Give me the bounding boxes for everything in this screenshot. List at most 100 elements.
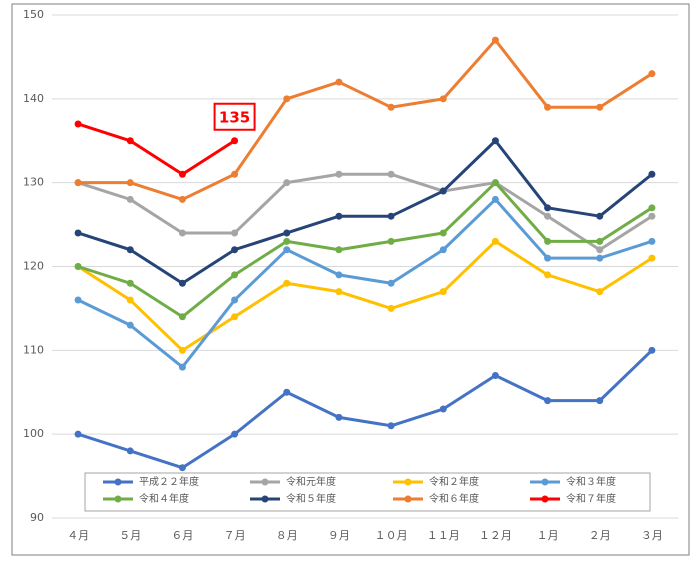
series-line: [77, 181, 653, 319]
point: [231, 430, 239, 438]
x-tick-label: １１月: [427, 529, 460, 542]
point: [74, 430, 82, 438]
point: [126, 321, 134, 329]
legend-marker: [114, 495, 122, 503]
x-tick-label: ３月: [641, 529, 663, 542]
point: [544, 204, 552, 212]
point: [335, 212, 343, 220]
legend-label: 平成２２年度: [139, 475, 199, 488]
point: [283, 237, 291, 245]
point: [491, 371, 499, 379]
point: [335, 246, 343, 254]
point: [283, 179, 291, 187]
series-line: [77, 197, 653, 369]
y-tick-label: 150: [23, 8, 44, 21]
point: [596, 237, 604, 245]
legend-marker: [261, 478, 269, 486]
point: [648, 237, 656, 245]
legend-label: 令和３年度: [566, 475, 616, 488]
point: [596, 397, 604, 405]
point: [74, 179, 82, 187]
point: [544, 237, 552, 245]
point: [648, 204, 656, 212]
point: [439, 95, 447, 103]
series-line: [77, 122, 236, 176]
point: [335, 413, 343, 421]
point: [439, 246, 447, 254]
point: [491, 237, 499, 245]
legend-marker: [541, 478, 549, 486]
point: [178, 363, 186, 371]
point: [126, 279, 134, 287]
point: [74, 263, 82, 270]
point: [544, 254, 552, 262]
point: [74, 120, 82, 128]
point: [231, 246, 239, 254]
point: [126, 246, 134, 254]
x-tick-label: ６月: [171, 529, 193, 542]
point: [231, 271, 239, 279]
point: [178, 229, 186, 237]
point: [178, 346, 186, 354]
y-tick-label: 90: [30, 511, 44, 524]
point: [387, 170, 395, 178]
point: [335, 78, 343, 86]
point: [178, 170, 186, 178]
point: [283, 279, 291, 287]
point: [178, 313, 186, 321]
legend-marker: [114, 478, 122, 486]
point: [439, 405, 447, 413]
legend-label: 令和６年度: [429, 492, 479, 505]
point: [544, 103, 552, 111]
point: [648, 212, 656, 220]
point: [544, 397, 552, 405]
point: [491, 195, 499, 203]
x-tick-label: １０月: [375, 529, 408, 542]
point: [335, 271, 343, 279]
point: [178, 279, 186, 287]
point: [387, 279, 395, 287]
x-tick-label: １２月: [479, 529, 512, 542]
point: [387, 304, 395, 312]
legend-marker: [541, 495, 549, 503]
x-tick-label: ８月: [276, 529, 298, 542]
series-line: [77, 349, 653, 470]
point: [544, 271, 552, 279]
y-tick-label: 100: [23, 427, 44, 440]
grid: 90 100 110 120 130 140 150 ４月 ５月 ６月 ７月 ８月 ９月 １０月 １１月 １２…: [23, 8, 678, 542]
point: [648, 254, 656, 262]
annotation-box: [213, 102, 256, 131]
point: [387, 422, 395, 430]
y-tick-label: 140: [23, 92, 44, 105]
point: [596, 246, 604, 254]
point: [126, 296, 134, 304]
point: [648, 170, 656, 178]
point: [491, 179, 499, 187]
point: [335, 170, 343, 178]
legend-label: 令和２年度: [429, 475, 479, 488]
x-tick-label: ９月: [328, 529, 350, 542]
y-tick-label: 120: [23, 260, 44, 273]
point: [74, 229, 82, 237]
x-tick-label: １月: [537, 529, 559, 542]
point: [596, 103, 604, 111]
point: [231, 313, 239, 321]
x-tick-label: ５月: [119, 529, 141, 542]
point: [491, 36, 499, 44]
point: [596, 254, 604, 262]
x-tick-label: ４月: [67, 529, 89, 542]
lines: 135: [74, 36, 656, 472]
point: [596, 288, 604, 296]
series-line: [77, 172, 653, 252]
point: [335, 288, 343, 296]
point: [491, 137, 499, 145]
legend-marker: [261, 495, 269, 503]
series-line: [77, 139, 653, 285]
legend-label: 令和５年度: [286, 492, 336, 505]
point: [231, 229, 239, 237]
point: [283, 95, 291, 103]
point: [544, 212, 552, 220]
legend-label: 令和４年度: [139, 492, 189, 505]
